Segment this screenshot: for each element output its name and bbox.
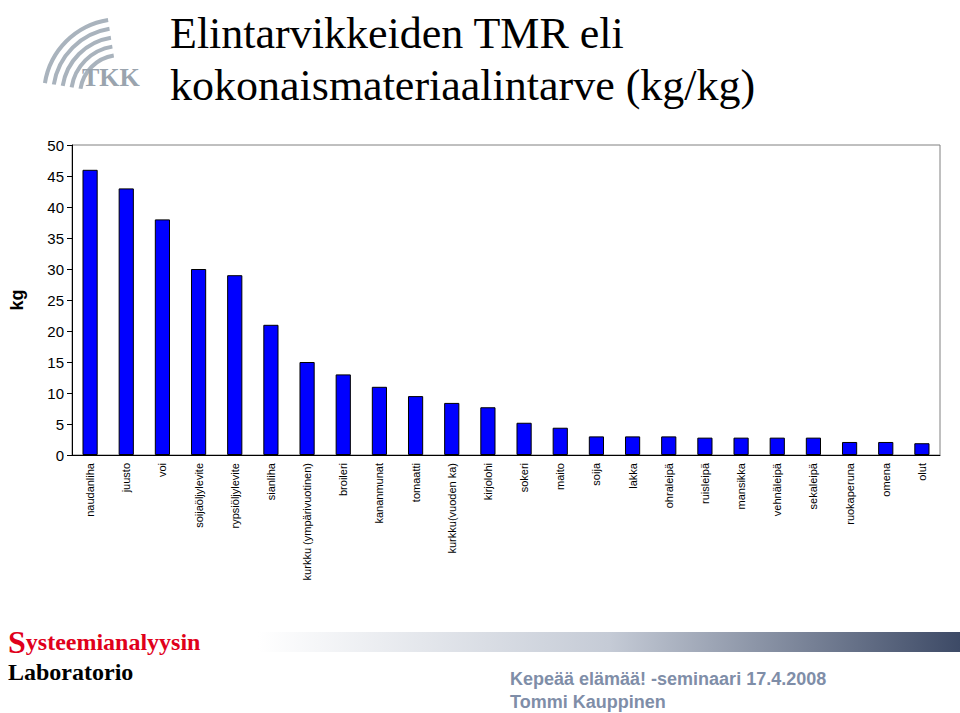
svg-text:kirjolohi: kirjolohi — [482, 463, 494, 500]
svg-text:ohraleipä: ohraleipä — [663, 462, 675, 508]
svg-text:TKK: TKK — [82, 63, 141, 92]
svg-text:25: 25 — [47, 292, 64, 309]
svg-text:5: 5 — [56, 416, 64, 433]
svg-text:naudanliha: naudanliha — [84, 462, 96, 517]
svg-text:50: 50 — [47, 137, 64, 154]
svg-text:30: 30 — [47, 261, 64, 278]
svg-text:kg: kg — [7, 289, 27, 310]
svg-text:vehnäleipä: vehnäleipä — [771, 462, 783, 516]
svg-text:ruisleipä: ruisleipä — [699, 462, 711, 504]
svg-text:mansikka: mansikka — [735, 462, 747, 509]
svg-text:40: 40 — [47, 199, 64, 216]
svg-text:45: 45 — [47, 168, 64, 185]
svg-text:0: 0 — [56, 447, 64, 464]
svg-text:lakka: lakka — [627, 462, 639, 489]
svg-text:35: 35 — [47, 230, 64, 247]
svg-text:20: 20 — [47, 323, 64, 340]
svg-text:sokeri: sokeri — [518, 463, 530, 492]
svg-text:soija: soija — [590, 462, 602, 486]
svg-text:tomaatti: tomaatti — [410, 463, 422, 502]
svg-text:kokonaismateriaalintarve (kg/k: kokonaismateriaalintarve (kg/kg) — [170, 61, 755, 110]
svg-text:kurkku (ympärivuotinen): kurkku (ympärivuotinen) — [301, 463, 313, 580]
svg-text:kananmunat: kananmunat — [373, 463, 385, 524]
svg-text:Kepeää elämää! -seminaari 17.4: Kepeää elämää! -seminaari 17.4.2008 — [510, 669, 826, 689]
svg-text:rypsiöljylevite: rypsiöljylevite — [229, 463, 241, 528]
svg-text:Tommi Kauppinen: Tommi Kauppinen — [510, 692, 666, 712]
svg-text:omena: omena — [880, 462, 892, 497]
svg-text:juusto: juusto — [120, 463, 132, 493]
svg-text:Elintarvikkeiden TMR eli: Elintarvikkeiden TMR eli — [170, 9, 635, 58]
svg-text:Laboratorio: Laboratorio — [8, 659, 133, 685]
svg-text:ysteemianalyysin: ysteemianalyysin — [26, 629, 201, 655]
svg-text:soijaöljylevite: soijaöljylevite — [193, 463, 205, 528]
svg-text:15: 15 — [47, 354, 64, 371]
svg-text:S: S — [8, 624, 26, 660]
svg-text:olut: olut — [916, 463, 928, 481]
svg-text:maito: maito — [554, 463, 566, 490]
svg-text:ruokaperuna: ruokaperuna — [844, 462, 856, 525]
svg-text:10: 10 — [47, 385, 64, 402]
svg-text:sekaleipä: sekaleipä — [807, 462, 819, 509]
svg-text:broileri: broileri — [337, 463, 349, 496]
svg-text:kurkku(vuoden ka): kurkku(vuoden ka) — [446, 463, 458, 554]
svg-text:voi: voi — [156, 463, 168, 477]
svg-text:sianliha: sianliha — [265, 462, 277, 500]
